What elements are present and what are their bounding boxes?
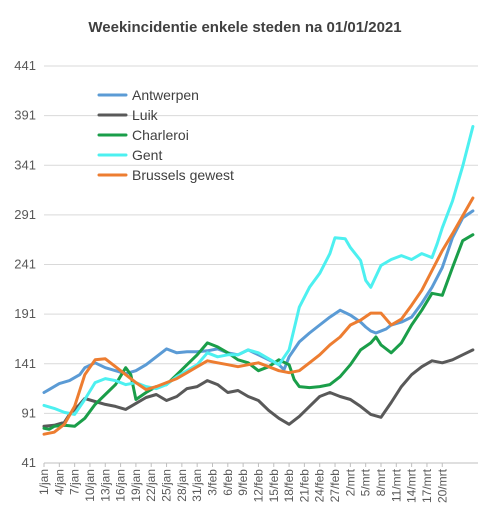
series-line-gent — [42, 125, 475, 416]
legend-label: Gent — [132, 147, 162, 163]
legend-label: Antwerpen — [132, 87, 199, 103]
x-axis-ticks: 1/jan 4/jan 7/jan 10/jan 13/jan 16/jan 19/jan 2… — [37, 463, 449, 503]
x-tick-label: 20/mrt — [435, 468, 449, 503]
x-tick-label: 13/jan — [98, 469, 112, 502]
y-tick-label: 441 — [14, 58, 36, 73]
series-line-brussels-gewest — [42, 196, 475, 436]
y-tick-label: 291 — [14, 207, 36, 222]
x-tick-label: 17/mrt — [420, 468, 434, 503]
series-line-charleroi — [42, 233, 475, 431]
x-tick-label: 8/mrt — [374, 468, 388, 496]
y-tick-label: 191 — [14, 306, 36, 321]
y-tick-label: 391 — [14, 108, 36, 123]
series-line-luik — [42, 348, 475, 428]
x-tick-label: 11/mrt — [389, 468, 403, 502]
legend-label: Brussels gewest — [132, 167, 234, 183]
x-tick-label: 31/jan — [190, 469, 204, 502]
x-tick-label: 1/jan — [37, 469, 51, 495]
x-tick-label: 28/jan — [175, 469, 189, 502]
x-tick-label: 5/mrt — [359, 468, 373, 496]
y-tick-label: 41 — [22, 455, 36, 470]
x-tick-label: 9/feb — [236, 469, 250, 496]
y-tick-label: 91 — [22, 405, 36, 420]
series-lines — [42, 125, 475, 436]
legend-label: Charleroi — [132, 127, 189, 143]
y-tick-label: 341 — [14, 157, 36, 172]
y-tick-label: 141 — [14, 356, 36, 371]
x-tick-label: 21/feb — [297, 469, 311, 503]
y-tick-label: 241 — [14, 257, 36, 272]
x-tick-label: 15/feb — [267, 469, 281, 503]
y-axis-ticks: 41 91 141 191 241 291 341 391 441 — [14, 58, 36, 470]
x-tick-label: 19/jan — [129, 469, 143, 502]
x-tick-label: 22/jan — [144, 469, 158, 502]
x-tick-label: 4/jan — [52, 469, 66, 495]
x-tick-label: 12/feb — [251, 469, 265, 503]
x-tick-label: 2/mrt — [343, 468, 357, 496]
x-tick-label: 14/mrt — [405, 468, 419, 503]
x-tick-label: 25/jan — [160, 469, 174, 502]
x-tick-label: 6/feb — [221, 469, 235, 496]
x-tick-label: 24/feb — [313, 469, 327, 503]
x-tick-label: 10/jan — [83, 469, 97, 502]
x-tick-label: 18/feb — [282, 469, 296, 503]
legend-label: Luik — [132, 107, 159, 123]
x-tick-label: 16/jan — [114, 469, 128, 502]
x-tick-label: 7/jan — [68, 469, 82, 495]
chart-title: Weekincidentie enkele steden na 01/01/20… — [88, 19, 401, 36]
legend: Antwerpen Luik Charleroi Gent Brussels gewes… — [97, 87, 234, 183]
x-tick-label: 3/feb — [205, 469, 219, 496]
x-tick-label: 27/feb — [328, 469, 342, 503]
